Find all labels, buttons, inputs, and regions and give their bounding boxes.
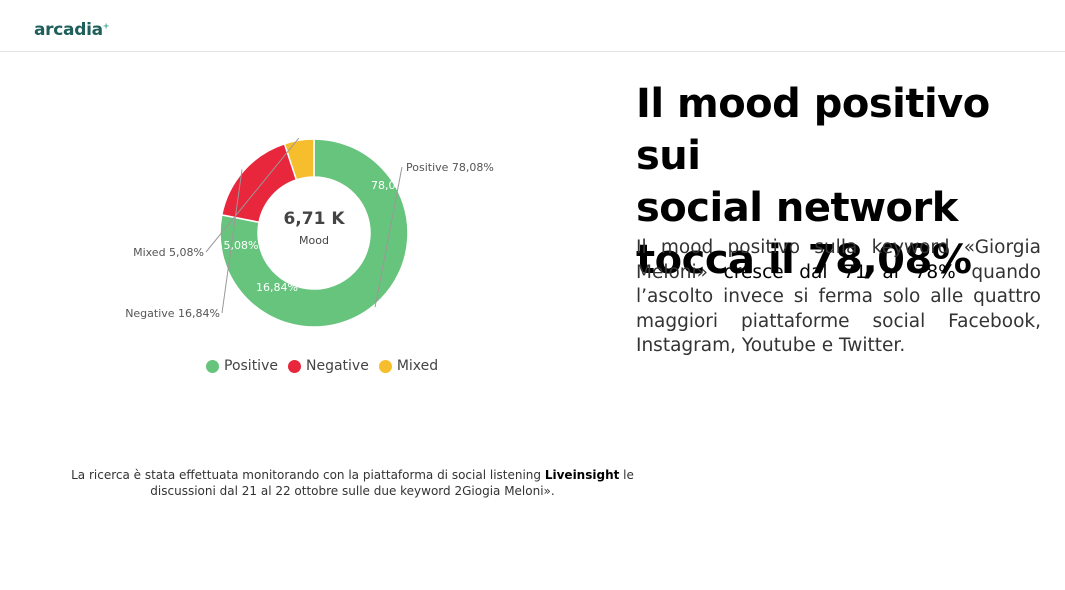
callout-line-positive [374, 166, 403, 308]
body-emphasis: cresce dal 71 al 78% [723, 261, 956, 283]
brand-logo: arcadia+ [34, 20, 110, 40]
slice-positive[interactable] [219, 138, 409, 328]
callout-line-mixed [205, 137, 300, 253]
center-label: Mood [299, 234, 329, 247]
footnote-part-2: le discussioni dal 21 al 22 ottobre sull… [150, 468, 634, 498]
donut-svg: 78,08% Positive 78,08% 16,84% Negative 16,8… [125, 137, 494, 328]
slice-label-negative: 16,84% [256, 281, 298, 294]
title-line-3: tocca il 78,08% [636, 237, 972, 283]
legend-item-negative[interactable]: Negative [287, 358, 369, 374]
legend-item-mixed[interactable]: Mixed [378, 358, 439, 374]
page-title: Il mood positivo sui social network tocc… [636, 78, 1061, 286]
title-line-2: social network [636, 185, 958, 231]
legend-dot-mixed [378, 359, 392, 373]
mood-donut-chart: 78,08% Positive 78,08% 16,84% Negative 16,8… [120, 120, 540, 400]
legend-dot-negative [287, 359, 301, 373]
callout-line-negative [221, 169, 243, 314]
slice-mixed[interactable] [283, 138, 315, 181]
body-part-1: Il mood positivo sulla keyword «Giorgia … [636, 237, 1041, 283]
footnote-part-1: La ricerca è stata effettuata monitorand… [71, 468, 545, 482]
chart-legend: Positive Negative Mixed [206, 358, 438, 374]
center-value: 6,71 K [283, 209, 345, 229]
footnote-platform: Liveinsight [544, 468, 620, 482]
logo-mark: + [102, 21, 110, 31]
header-divider [0, 51, 1065, 52]
legend-dot-positive [206, 359, 219, 373]
slice-label-mixed: 5,08% [224, 239, 259, 252]
callout-label-positive: Positive 78,08% [406, 161, 494, 174]
slice-label-positive: 78,08% [371, 179, 413, 192]
body-paragraph: Il mood positivo sulla keyword «Giorgia … [636, 236, 1041, 359]
callout-label-negative: Negative 16,84% [125, 307, 220, 320]
callout-label-mixed: Mixed 5,08% [133, 246, 204, 259]
legend-label-positive: Positive [224, 358, 278, 374]
logo-text: arcadia [34, 20, 103, 40]
legend-label-mixed: Mixed [396, 358, 439, 374]
title-line-1: Il mood positivo sui [636, 81, 990, 179]
legend-item-positive[interactable]: Positive [206, 358, 278, 374]
body-part-2: quando l’ascolto invece si ferma solo al… [636, 261, 1041, 357]
footnote: La ricerca è stata effettuata monitorand… [40, 467, 665, 499]
legend-label-negative: Negative [305, 358, 369, 374]
